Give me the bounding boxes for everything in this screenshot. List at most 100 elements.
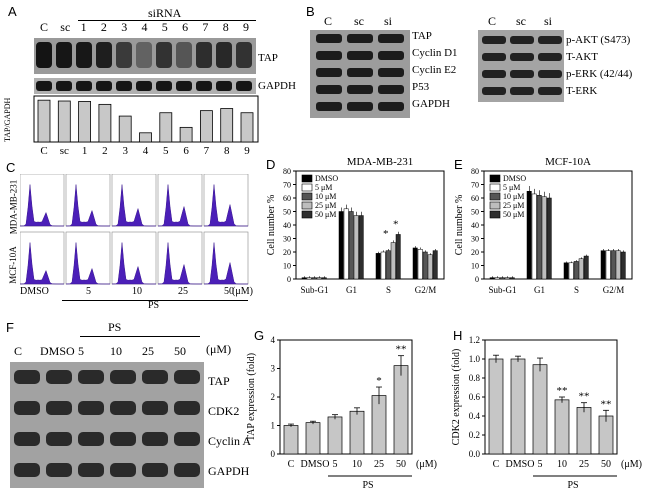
bar	[568, 262, 574, 280]
blot-right	[478, 30, 564, 102]
mda-cell-cycle-chart: MDA-MB-231 Cell number % 0 10 20 30 40 50 60 70 80…	[266, 156, 445, 295]
band	[482, 70, 506, 78]
band	[316, 51, 342, 60]
bar	[488, 358, 504, 455]
bar	[159, 112, 173, 143]
lane-label: 6	[182, 20, 189, 34]
band	[78, 401, 104, 415]
bar	[578, 258, 584, 280]
histogram	[157, 184, 203, 227]
y-tick-label: 0.8	[469, 373, 481, 383]
bar	[343, 208, 349, 280]
x-tick-label: C	[288, 459, 295, 470]
histogram	[65, 184, 111, 227]
bar	[489, 277, 495, 280]
tap-band	[156, 42, 172, 68]
bar	[554, 399, 570, 455]
legend-swatch	[489, 210, 501, 219]
tap-band	[56, 42, 72, 68]
bar	[305, 422, 321, 455]
band	[174, 432, 200, 446]
x-tick-label: 10	[352, 459, 362, 470]
y-tick-label: 20	[471, 248, 479, 257]
bar	[395, 234, 401, 280]
band	[538, 36, 562, 44]
lane-label: 1	[80, 20, 87, 34]
gapdh-band	[196, 81, 212, 91]
band	[378, 85, 404, 94]
x-tick-label: 25	[374, 459, 384, 470]
row-label-mcf: MCF-10A	[7, 246, 18, 284]
bar	[620, 251, 626, 280]
band	[347, 34, 373, 43]
histogram	[157, 242, 202, 285]
bar	[220, 108, 234, 143]
lane-label: 10	[110, 344, 122, 358]
bar	[494, 277, 500, 280]
x-tick-label: 25	[579, 459, 589, 470]
band	[538, 87, 562, 95]
bar	[338, 211, 344, 280]
blot-label: T-AKT	[566, 51, 598, 63]
chart-title: MCF-10A	[545, 156, 591, 168]
concentration-label: 10	[132, 286, 142, 297]
lane-label: C	[14, 344, 23, 358]
bar	[306, 277, 312, 280]
band	[78, 432, 104, 446]
y-tick-label: 0	[475, 275, 479, 284]
bar	[240, 112, 254, 143]
legend-swatch	[301, 174, 313, 183]
band	[46, 432, 72, 446]
panel-c: C MDA-MB-231 MCF-10A DMSO 5 10 25 50 (μM) PS	[0, 160, 265, 311]
panel-d: D MDA-MB-231 Cell number % 0 10 20 30 40 50 60 70…	[262, 125, 450, 310]
band	[316, 102, 342, 111]
x-tick-label: DMSO	[506, 459, 535, 470]
significance-star: **	[579, 391, 590, 403]
y-tick-label: 60	[471, 194, 479, 203]
f-blot	[10, 362, 204, 488]
lane-label: 7	[202, 20, 209, 34]
panel-h: H CDK2 expression (fold) 0.0 0.2 0.4 0.6 0.8 1…	[445, 310, 650, 493]
concentration-label: DMSO	[20, 286, 49, 297]
bar	[531, 193, 537, 280]
x-tick-label: DMSO	[301, 459, 330, 470]
lane-label: C	[488, 14, 497, 28]
panel-f: F PS C DMSO 5 10 25 50 (μM) TAP CDK2 Cyclin A GA…	[0, 310, 251, 493]
band	[538, 53, 562, 61]
lane-label: si	[544, 14, 553, 28]
chart-title: MDA-MB-231	[347, 156, 414, 168]
y-axis-label: TAP expression (fold)	[246, 353, 257, 441]
legend-label: 25 μM	[315, 201, 336, 210]
y-tick-label: 0.6	[469, 392, 481, 402]
tick-label: sc	[60, 145, 69, 157]
blot-label: GAPDH	[412, 98, 450, 110]
gapdh-band	[136, 81, 152, 91]
x-tick-label: 10	[557, 459, 567, 470]
bar	[432, 250, 438, 280]
tap-band	[96, 42, 112, 68]
panel-letter: G	[254, 328, 265, 343]
tap-band	[76, 42, 92, 68]
blot-label: Cyclin A	[208, 434, 252, 448]
legend-label: 50 μM	[503, 210, 524, 219]
band	[142, 401, 168, 415]
y-axis-label: Cell number %	[266, 195, 277, 256]
bar	[349, 410, 365, 455]
y-tick-label: 40	[471, 221, 479, 230]
bar	[573, 261, 579, 280]
tick-label: 4	[143, 145, 149, 157]
gapdh-band	[236, 81, 252, 91]
band	[347, 68, 373, 77]
gapdh-blot	[34, 78, 256, 94]
lane-label: DMSO	[40, 344, 75, 358]
bar	[327, 416, 343, 455]
ps-label: PS	[567, 480, 578, 491]
y-tick-label: 30	[283, 235, 291, 244]
legend-label: 25 μM	[503, 201, 524, 210]
legend-swatch	[301, 201, 313, 210]
bar	[610, 250, 616, 280]
bar	[301, 277, 307, 280]
x-tick-label: S	[574, 285, 579, 295]
band	[14, 401, 40, 415]
bar	[499, 277, 505, 280]
